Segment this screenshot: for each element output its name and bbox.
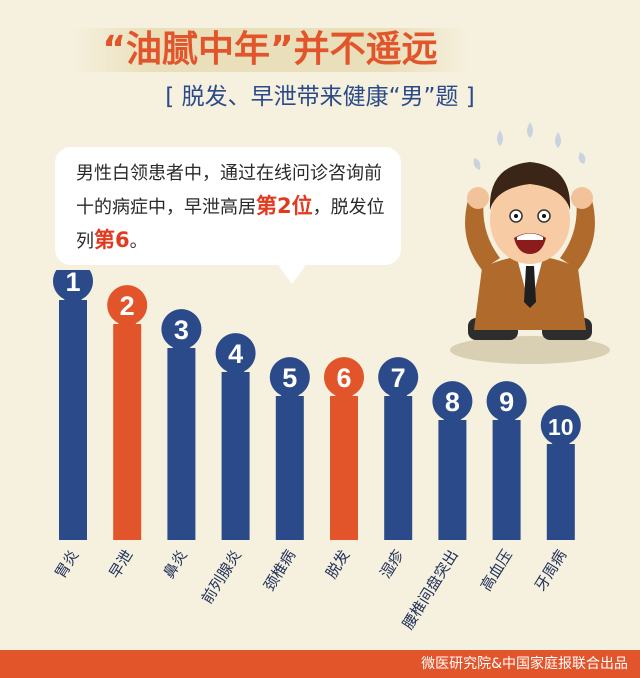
callout-highlight-rank-2: 第2位 (256, 194, 313, 218)
rank-markers-group: 1 2 3 4 5 6 7 8 9 10 (53, 270, 581, 458)
bar-4 (221, 372, 250, 540)
rank-number-5: 5 (282, 363, 297, 393)
rank-number-1: 1 (65, 270, 80, 297)
category-label-8: 腰椎间盘突出 (399, 547, 462, 633)
character-left-hand (467, 187, 489, 209)
rank-number-2: 2 (120, 291, 135, 321)
page-title: “油腻中年”并不遥远 (102, 29, 438, 70)
category-label-3: 鼻炎 (160, 547, 191, 582)
rank-number-7: 7 (391, 363, 406, 393)
character-face (490, 176, 570, 264)
callout-text-part-2: ，脱发位列 (76, 197, 385, 252)
rank-marker-1 (53, 270, 93, 314)
character-teeth (517, 233, 543, 240)
rank-marker-7 (378, 357, 419, 410)
bar-1 (59, 300, 87, 540)
character-left-pupil (514, 214, 518, 218)
character-shadow (450, 336, 610, 364)
character-right-pupil (542, 214, 546, 218)
bar-8 (438, 420, 467, 540)
title-banner (70, 28, 470, 72)
callout-bubble (55, 147, 401, 265)
rank-number-10: 10 (548, 414, 574, 440)
bars-group (59, 300, 575, 540)
rank-marker-4 (215, 333, 256, 386)
page-subtitle: [ 脱发、早泄带来健康“男”题 ] (165, 84, 475, 110)
bar-7 (384, 396, 413, 540)
character-hair (489, 162, 571, 210)
callout-text-part-1: 男性白领患者中，通过在线问诊咨询前十的病症中，早泄高居 (76, 163, 382, 218)
character-right-hand (571, 187, 593, 209)
category-label-1: 胃炎 (51, 547, 82, 582)
bar-2 (113, 324, 142, 540)
callout-text: 男性白领患者中，通过在线问诊咨询前十的病症中，早泄高居第2位，脱发位列第6。 (76, 157, 386, 258)
character-left-arm (465, 198, 500, 270)
callout-highlight-rank-6: 第6 (94, 228, 130, 252)
category-label-7: 湿疹 (376, 547, 407, 582)
callout-tail (276, 262, 308, 284)
character-right-arm (560, 198, 595, 270)
category-label-9: 高血压 (477, 547, 516, 595)
category-label-6: 脱发 (322, 547, 353, 582)
rank-number-6: 6 (336, 363, 351, 393)
rank-marker-5 (269, 357, 310, 410)
rank-marker-3 (161, 309, 202, 362)
sweat-drops-icon (473, 122, 586, 170)
category-label-2: 早泄 (105, 547, 136, 582)
rank-marker-9 (486, 381, 527, 434)
category-label-5: 颈椎病 (260, 547, 299, 595)
rank-number-4: 4 (228, 339, 243, 369)
callout-text-part-3: 。 (129, 231, 148, 252)
category-label-4: 前列腺炎 (198, 547, 245, 607)
rank-number-8: 8 (445, 387, 460, 417)
category-label-10: 牙周病 (531, 547, 570, 595)
rank-marker-2 (107, 285, 148, 338)
bar-3 (167, 348, 196, 540)
character-tie (524, 266, 536, 308)
rank-marker-6 (324, 357, 365, 410)
rank-number-9: 9 (499, 387, 514, 417)
stressed-man-illustration (450, 122, 610, 364)
bar-5 (275, 396, 304, 540)
rank-marker-10 (540, 405, 581, 458)
footer-bar: 微医研究院&中国家庭报联合出品 (0, 650, 640, 678)
bar-9 (492, 420, 521, 540)
footer-credit: 微医研究院&中国家庭报联合出品 (421, 656, 628, 672)
rank-marker-8 (432, 381, 473, 434)
bar-6 (330, 396, 358, 540)
title-area: “油腻中年”并不遥远 [ 脱发、早泄带来健康“男”题 ] (0, 0, 640, 120)
bar-10 (546, 444, 575, 540)
rank-number-3: 3 (174, 315, 189, 345)
